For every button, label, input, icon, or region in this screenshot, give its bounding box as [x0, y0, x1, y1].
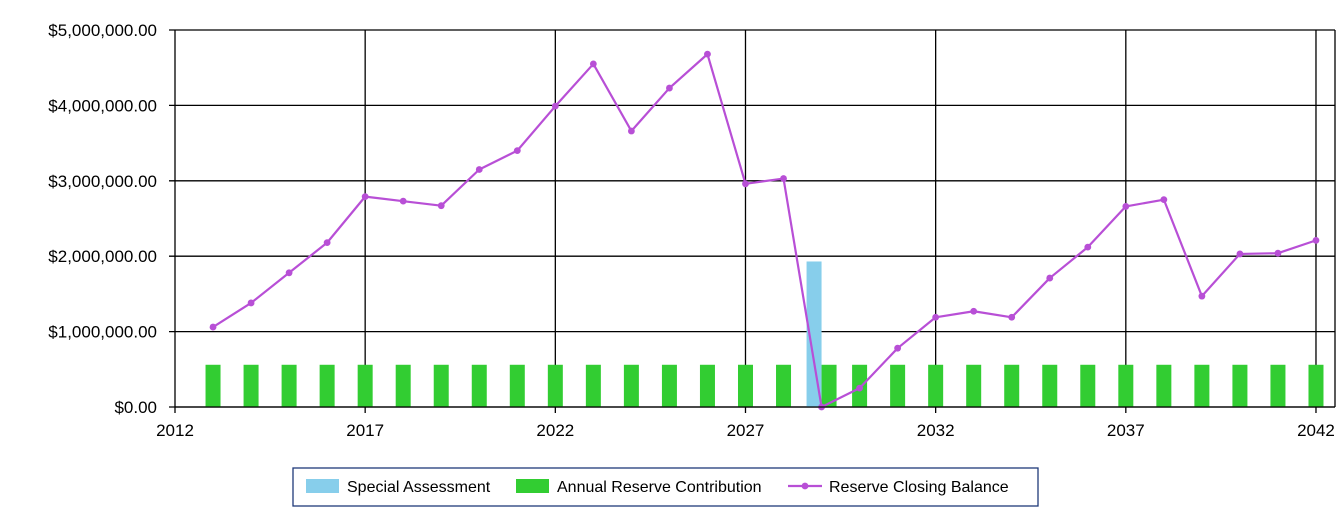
- special-assessment-bar: [806, 261, 822, 407]
- annual-contribution-bar: [737, 364, 753, 407]
- axis-layer: $0.00 $1,000,000.00 $2,000,000.00 $3,000,00…: [48, 21, 1336, 440]
- closing-balance-point: [475, 166, 483, 173]
- closing-balance-point: [399, 197, 407, 205]
- annual-contribution-bar: [699, 364, 715, 407]
- annual-contribution-bar: [319, 364, 335, 407]
- closing-balance-point: [1236, 250, 1244, 258]
- closing-balance-point: [513, 147, 521, 155]
- closing-balance-point: [361, 193, 369, 201]
- annual-contribution-bar: [1194, 364, 1210, 407]
- closing-balance-point: [666, 84, 673, 92]
- closing-balance-point: [1008, 313, 1016, 321]
- bar-layer: [205, 261, 1324, 407]
- closing-balance-point: [589, 60, 597, 68]
- x-tick-label: 2012: [156, 421, 194, 440]
- x-tick-label: 2042: [1297, 421, 1335, 440]
- closing-balance-point: [894, 344, 902, 352]
- annual-contribution-bar: [395, 364, 411, 407]
- annual-contribution-bar: [1042, 364, 1058, 407]
- closing-balance-point: [551, 102, 559, 110]
- legend-swatch-special-assessment: [306, 479, 339, 493]
- closing-balance-point: [856, 384, 863, 392]
- annual-contribution-bar: [1080, 364, 1096, 407]
- y-tick-label: $5,000,000.00: [48, 21, 157, 40]
- closing-balance-point: [323, 239, 331, 247]
- annual-contribution-bar: [966, 364, 982, 407]
- legend-swatch-annual-contribution: [516, 479, 549, 493]
- annual-contribution-bar: [776, 364, 792, 407]
- closing-balance-point: [1198, 292, 1206, 300]
- annual-contribution-bar: [623, 364, 639, 407]
- annual-contribution-bar: [509, 364, 525, 407]
- closing-balance-point: [1122, 203, 1130, 210]
- y-tick-label: $1,000,000.00: [48, 323, 157, 342]
- annual-contribution-bar: [1270, 364, 1286, 407]
- closing-balance-point: [1160, 196, 1168, 204]
- closing-balance-point: [1274, 249, 1282, 257]
- closing-balance-point: [437, 202, 445, 210]
- x-tick-label: 2022: [536, 421, 574, 440]
- closing-balance-point: [247, 299, 255, 307]
- annual-contribution-bar: [585, 364, 601, 407]
- x-tick-label: 2037: [1107, 421, 1145, 440]
- annual-contribution-bar: [1004, 364, 1020, 407]
- closing-balance-point: [932, 313, 940, 321]
- legend-label-closing-balance: Reserve Closing Balance: [829, 479, 1009, 496]
- legend: Special Assessment Annual Reserve Contrib…: [292, 467, 1039, 507]
- legend-box: [292, 467, 1039, 507]
- closing-balance-point: [1312, 236, 1320, 244]
- closing-balance-point: [970, 307, 978, 315]
- closing-balance-point: [285, 269, 293, 277]
- x-tick-label: 2017: [346, 421, 384, 440]
- legend-marker-closing-balance: [801, 482, 809, 490]
- annual-contribution-bar: [890, 364, 906, 407]
- annual-contribution-bar: [547, 364, 563, 407]
- annual-contribution-bar: [1118, 364, 1134, 407]
- closing-balance-point: [627, 127, 635, 135]
- annual-contribution-bar: [1232, 364, 1248, 407]
- x-tick-label: 2027: [727, 421, 765, 440]
- annual-contribution-bar: [205, 364, 221, 407]
- annual-contribution-bar: [433, 364, 449, 407]
- closing-balance-point: [1084, 243, 1092, 251]
- y-tick-label: $3,000,000.00: [48, 172, 157, 191]
- grid-layer: [169, 29, 1335, 413]
- annual-contribution-bar: [1156, 364, 1172, 407]
- annual-contribution-bar: [281, 364, 297, 407]
- annual-contribution-bar: [821, 364, 837, 407]
- y-tick-label: $2,000,000.00: [48, 247, 157, 266]
- y-tick-label: $0.00: [114, 398, 157, 417]
- annual-contribution-bar: [661, 364, 677, 407]
- annual-contribution-bar: [928, 364, 944, 407]
- x-tick-label: 2032: [917, 421, 955, 440]
- line-layer: [209, 50, 1320, 411]
- annual-contribution-bar: [357, 364, 373, 407]
- closing-balance-point: [1046, 274, 1054, 282]
- annual-contribution-bar: [1308, 364, 1324, 407]
- legend-label-special-assessment: Special Assessment: [347, 479, 491, 496]
- annual-contribution-bar: [243, 364, 259, 407]
- legend-label-annual-contribution: Annual Reserve Contribution: [557, 479, 762, 496]
- closing-balance-line: [212, 53, 1317, 409]
- annual-contribution-bar: [471, 364, 487, 407]
- closing-balance-point: [780, 175, 787, 182]
- y-tick-label: $4,000,000.00: [48, 96, 157, 115]
- closing-balance-point: [742, 180, 749, 188]
- closing-balance-point: [704, 50, 711, 58]
- closing-balance-point: [209, 323, 217, 331]
